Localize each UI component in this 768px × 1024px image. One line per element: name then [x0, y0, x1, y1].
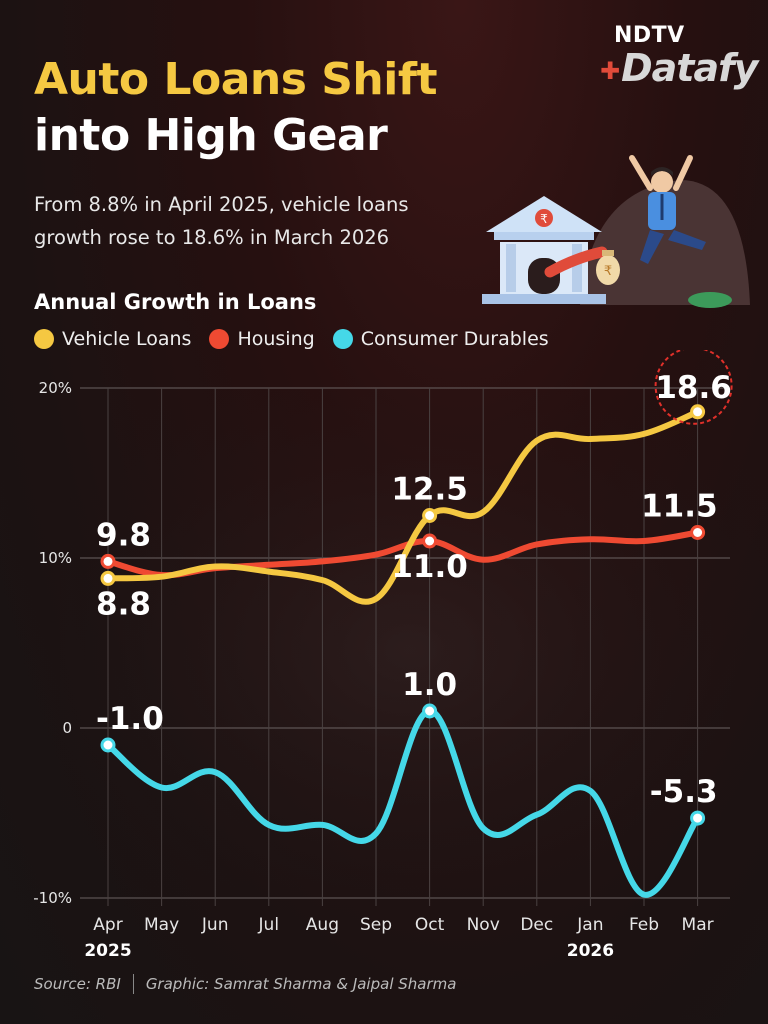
data-label: 11.5 [641, 489, 718, 525]
rupee-money-bag-icon: ₹ [596, 250, 620, 285]
data-point [100, 737, 116, 753]
subtitle: From 8.8% in April 2025, vehicle loans g… [34, 193, 409, 249]
svg-text:₹: ₹ [604, 264, 612, 279]
hill-shape [580, 180, 750, 305]
x-tick-label: Nov [467, 915, 500, 935]
x-tick-label: Oct [415, 915, 445, 935]
x-tick-label: Mar [682, 915, 714, 935]
data-point [690, 404, 706, 420]
legend-item-consumer-durables: Consumer Durables [332, 328, 549, 350]
footer-divider [132, 974, 134, 994]
y-tick-label: 10% [39, 549, 72, 567]
background-texture [60, 390, 760, 910]
legend-label-durables: Consumer Durables [360, 328, 549, 350]
title-line-1: Auto Loans Shift [34, 54, 438, 105]
x-tick-label: Aug [306, 915, 339, 935]
source-text: Source: RBI [34, 975, 121, 993]
illustration: ₹ ₹ [482, 155, 750, 308]
data-point [100, 553, 116, 569]
data-point [100, 570, 116, 586]
legend-item-housing: Housing [209, 328, 315, 350]
data-point [690, 810, 706, 826]
chart-legend: Vehicle Loans Housing Consumer Durables [34, 328, 567, 350]
legend-item-vehicle-loans: Vehicle Loans [34, 328, 191, 350]
x-tick-label: Jun [201, 915, 229, 935]
footer: Source: RBI Graphic: Samrat Sharma & Jai… [34, 974, 456, 994]
data-label: 8.8 [96, 586, 151, 622]
jumping-man-icon [629, 155, 706, 264]
bank-building-icon: ₹ [482, 196, 606, 304]
brand-logo-bottom: Datafy [621, 46, 758, 90]
data-label: 9.8 [96, 517, 151, 553]
y-tick-label: 20% [39, 379, 72, 397]
legend-swatch-durables [332, 329, 353, 349]
series-line-durables [105, 708, 701, 898]
svg-text:₹: ₹ [540, 212, 548, 226]
chart-title: Annual Growth in Loans [34, 290, 317, 314]
y-tick-label: -10% [33, 889, 72, 907]
plus-icon: ✚ [600, 56, 620, 85]
data-point [422, 508, 438, 523]
legend-label-housing: Housing [237, 328, 315, 350]
x-tick-label: Dec [520, 915, 553, 935]
title-line-2: into High Gear [34, 110, 388, 161]
bush-shape [688, 292, 732, 308]
data-point [422, 533, 438, 549]
data-point [422, 703, 438, 719]
y-tick-label: 0 [62, 719, 72, 737]
x-tick-label: May [144, 915, 179, 935]
arm-shape [544, 246, 608, 278]
brand-logo: NDTV ✚Datafy [600, 23, 758, 91]
data-point [690, 525, 706, 540]
data-label: 1.0 [402, 667, 457, 703]
data-label: -1.0 [96, 701, 164, 737]
data-label: 18.6 [655, 370, 732, 406]
data-label: 11.0 [391, 549, 468, 585]
x-tick-label: Jan [576, 915, 603, 935]
x-tick-label: Jul [258, 915, 280, 935]
data-label: 12.5 [391, 472, 468, 508]
brand-logo-top: NDTV [614, 23, 685, 48]
x-tick-label: Apr [93, 915, 122, 935]
line-chart: 20% 10% 0 -10% Apr May Jun Jul Aug Sep Oct Nov Dec Ja… [33, 350, 760, 961]
series-line-vehicle [105, 408, 701, 605]
year-label: 2025 [84, 941, 131, 961]
page-title: Auto Loans Shift into High Gear [34, 52, 438, 164]
x-tick-label: Feb [629, 915, 659, 935]
legend-label-vehicle: Vehicle Loans [62, 328, 192, 350]
year-label: 2026 [567, 941, 614, 961]
x-tick-label: Sep [360, 915, 392, 935]
data-label: -5.3 [650, 774, 718, 810]
highlight-ring [654, 350, 733, 425]
credit-text: Graphic: Samrat Sharma & Jaipal Sharma [145, 975, 457, 993]
legend-swatch-housing [209, 329, 230, 349]
legend-swatch-vehicle [34, 329, 54, 349]
